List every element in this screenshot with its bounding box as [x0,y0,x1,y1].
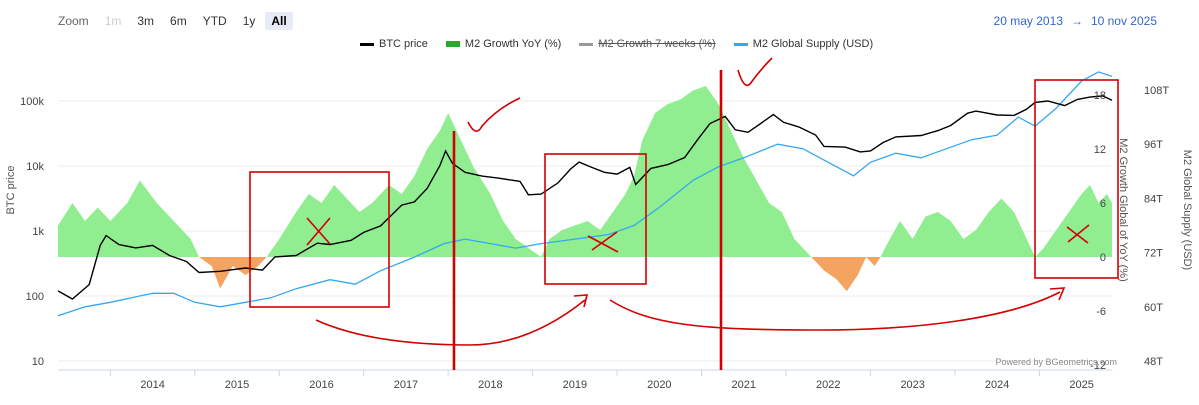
growth-axis-title: M2 Growth Global of YoY (%) [1117,138,1129,281]
growth-axis-tick-label: 0 [1100,252,1106,264]
legend-label: BTC price [379,38,428,50]
growth-axis-tick-label: -12 [1090,360,1106,372]
left-axis-tick-label: 10 [32,356,44,368]
zoom-6m-button[interactable]: 6m [170,14,187,28]
legend-line-swatch [579,42,594,46]
legend-label: M2 Growth 7 weeks (%) [598,38,716,50]
x-axis-tick-label: 2015 [225,379,249,391]
x-axis-tick-label: 2016 [309,379,333,391]
growth-axis-tick-label: 12 [1094,144,1106,156]
x-axis-tick-label: 2019 [563,379,587,391]
m2-growth-area [58,86,1112,292]
btc-price-path [57,95,1113,300]
left-axis-tick-label: 1k [32,226,44,238]
annotation-arrow-head [1049,287,1066,301]
legend-m2-supply[interactable]: M2 Global Supply (USD) [733,38,874,50]
zoom-1m-button[interactable]: 1m [104,14,122,28]
m2-supply-line [57,71,1113,317]
zoom-toolbar: Zoom 1m 3m 6m YTD 1y All [58,12,293,30]
supply-axis-tick-label: 72T [1144,248,1163,260]
range-arrow: → [1070,14,1083,28]
zoom-label: Zoom [58,14,89,28]
x-axis-tick-label: 2020 [647,379,671,391]
growth-axis-tick-label: 6 [1100,198,1106,210]
x-axis-tick-label: 2023 [900,379,924,391]
legend: BTC price M2 Growth YoY (%) M2 Growth 7 … [360,38,873,50]
legend-line-swatch [733,42,748,46]
btc-price-line [57,95,1113,300]
annotation-check [467,97,521,132]
m2-supply-path [57,71,1113,317]
zoom-3m-button[interactable]: 3m [137,14,155,28]
annotation-cross [587,231,619,253]
supply-axis-tick-label: 96T [1144,139,1163,151]
x-axis-tick-label: 2018 [478,379,502,391]
legend-area-swatch [445,41,460,47]
legend-btc-price[interactable]: BTC price [360,38,428,50]
legend-label: M2 Growth YoY (%) [464,38,562,50]
annotation-box-2016 [249,171,390,308]
annotation-check [737,57,773,87]
range-to[interactable]: 10 nov 2025 [1090,14,1157,28]
x-axis-ticks: 2014 2015 2016 2017 2018 2019 2020 2021 2022 2023… [58,369,1112,391]
x-axis-tick-label: 2024 [985,379,1009,391]
zoom-1y-button[interactable]: 1y [242,14,256,28]
zoom-all-button[interactable]: All [265,12,293,30]
credit-text[interactable]: Powered by BGeometrics.com [995,357,1117,367]
x-axis-tick-label: 2025 [1069,379,1093,391]
x-axis-tick-label: 2021 [732,379,756,391]
left-axis-tick-label: 100k [20,96,44,108]
supply-axis-tick-label: 60T [1144,302,1163,314]
legend-m2-growth-yoy[interactable]: M2 Growth YoY (%) [445,38,562,50]
legend-line-swatch [360,42,374,46]
growth-axis-tick-label: 18 [1094,90,1106,102]
x-axis-tick-label: 2014 [140,379,164,391]
annotation-arrow-head [573,294,589,308]
left-axis-tick-label: 10k [26,161,44,173]
supply-axis-tick-label: 48T [1144,356,1163,368]
annotation-arrow-curve [315,299,586,346]
date-range[interactable]: 20 may 2013 → 10 nov 2025 [990,14,1161,28]
supply-axis-tick-label: 108T [1144,85,1169,97]
annotation-arrow-curve [609,291,1061,331]
legend-label: M2 Global Supply (USD) [752,38,874,50]
supply-axis-title: M2 Global Supply (USD) [1181,150,1193,270]
annotations [249,57,1119,370]
legend-m2-growth-7w[interactable]: M2 Growth 7 weeks (%) [579,38,716,50]
annotation-box-2025 [1034,79,1119,279]
zoom-ytd-button[interactable]: YTD [202,14,227,28]
x-axis-tick-label: 2022 [816,379,840,391]
left-axis-ticks: 10 100 1k 10k 100k [20,96,44,368]
left-axis-title: BTC price [5,166,17,215]
x-axis-tick-label: 2017 [394,379,418,391]
annotation-box-2019 [544,153,647,285]
range-from[interactable]: 20 may 2013 [993,14,1063,28]
annotation-cross [1066,224,1090,244]
annotation-cross [306,217,331,246]
m2-growth-positive-area [58,86,1112,257]
m2-growth-negative-area [58,257,1112,292]
supply-axis-tick-label: 84T [1144,193,1163,205]
right-axis-ticks: -12 -6 0 6 12 18 48T 60T 72T 84T 96T 108T [1090,85,1169,372]
left-axis-tick-label: 100 [26,291,44,303]
growth-axis-tick-label: -6 [1096,306,1106,318]
